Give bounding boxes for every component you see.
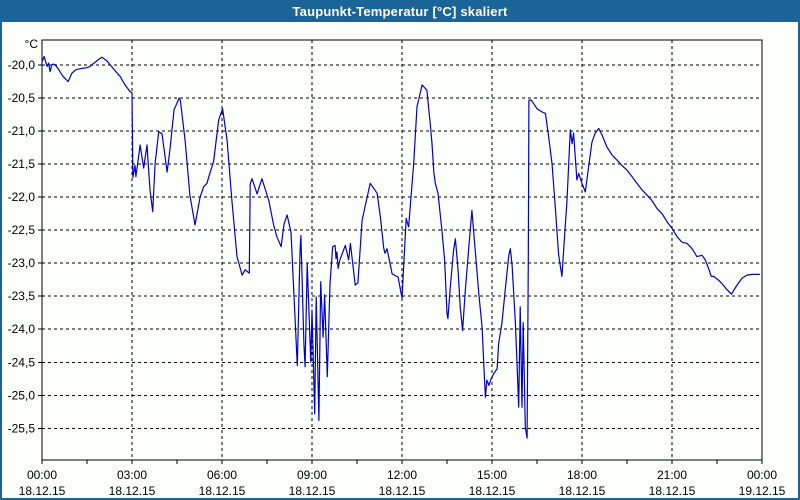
x-tick-time-label: 00:00: [747, 468, 777, 482]
y-tick-label: -22,0: [8, 190, 36, 204]
x-tick-date-label: 18.12.15: [199, 484, 246, 498]
temperature-chart: -20,0 -20,5 -21,0 -21,5 -22,0 -22,5 -23,0 -23,5…: [8, 37, 786, 498]
y-tick-label: -23,0: [8, 256, 36, 270]
page-title: Taupunkt-Temperatur [°C] skaliert: [292, 4, 508, 19]
x-tick-date-label: 19.12.15: [739, 484, 786, 498]
plot-border: [41, 39, 763, 461]
y-tick-label: -24,5: [8, 355, 36, 369]
x-tick-date-label: 18.12.15: [559, 484, 606, 498]
y-tick-label: -21,0: [8, 124, 36, 138]
y-tick-label: -25,0: [8, 388, 36, 402]
x-tick-date-label: 18.12.15: [19, 484, 66, 498]
x-tick-date-label: 18.12.15: [289, 484, 336, 498]
x-tick-time-label: 09:00: [297, 468, 327, 482]
x-tick-date-label: 18.12.15: [469, 484, 516, 498]
x-tick-time-label: 03:00: [117, 468, 147, 482]
y-tick-label: -21,5: [8, 157, 36, 171]
x-tick-time-label: 15:00: [477, 468, 507, 482]
x-tick-date-label: 18.12.15: [379, 484, 426, 498]
title-bar: Taupunkt-Temperatur [°C] skaliert: [2, 2, 798, 22]
y-tick-label: -20,0: [8, 58, 36, 72]
x-tick-time-label: 06:00: [207, 468, 237, 482]
y-tick-label: -20,5: [8, 91, 36, 105]
x-tick-date-label: 18.12.15: [649, 484, 696, 498]
x-tick-time-label: 18:00: [567, 468, 597, 482]
y-tick-label: -25,5: [8, 421, 36, 435]
x-tick-time-label: 00:00: [27, 468, 57, 482]
y-tick-label: -22,5: [8, 223, 36, 237]
temperature-line: [41, 55, 760, 439]
chart-area: -20,0 -20,5 -21,0 -21,5 -22,0 -22,5 -23,0 -23,5…: [2, 22, 798, 498]
y-tick-label: -23,5: [8, 289, 36, 303]
x-tick-time-label: 12:00: [387, 468, 417, 482]
x-tick-time-label: 21:00: [657, 468, 687, 482]
y-tick-label: -24,0: [8, 322, 36, 336]
x-tick-date-label: 18.12.15: [109, 484, 156, 498]
y-axis-unit-label: °C: [25, 37, 39, 51]
